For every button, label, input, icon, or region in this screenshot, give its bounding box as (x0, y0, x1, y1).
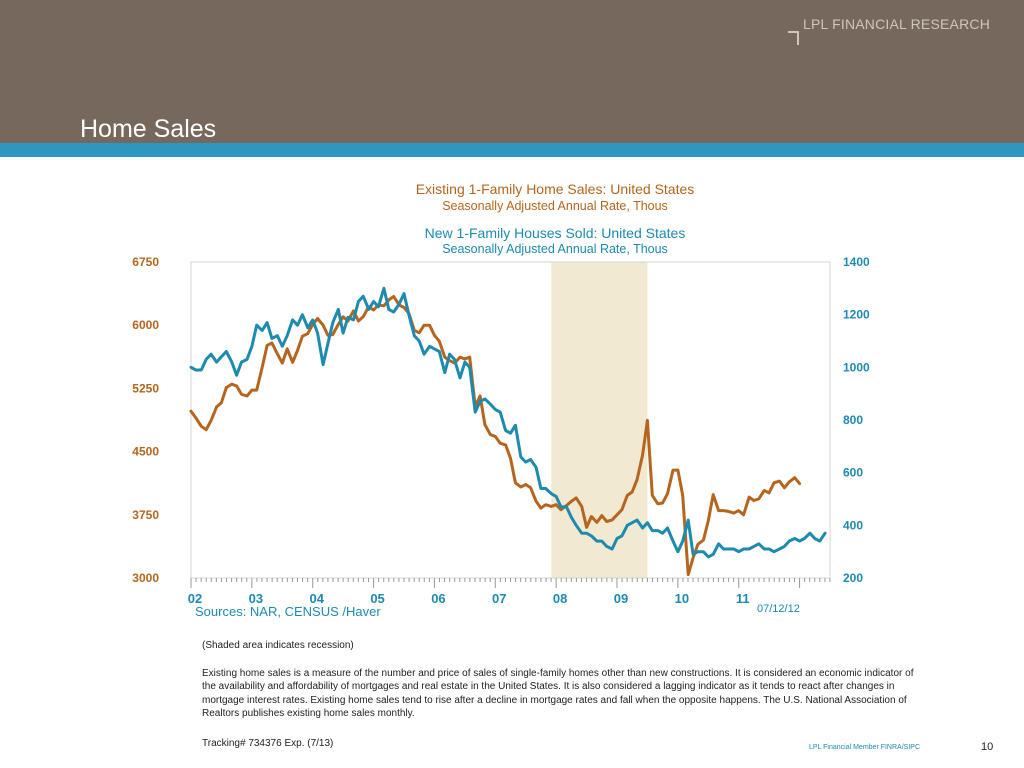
x-tick-label: 02 (188, 591, 202, 606)
recession-shading (551, 262, 648, 578)
chart-date: 07/12/12 (757, 603, 800, 615)
page-title: Home Sales (80, 115, 217, 143)
x-tick-label: 04 (309, 591, 324, 606)
plot-frame (190, 261, 831, 579)
chart-title-new: New 1-Family Houses Sold: United States (424, 225, 686, 241)
x-tick-label: 08 (553, 591, 567, 606)
x-tick-label: 06 (431, 591, 445, 606)
y-right-tick-label: 600 (843, 466, 863, 480)
tracking-number: Tracking# 734376 Exp. (7/13) (202, 738, 334, 749)
y-left-tick-label: 6000 (132, 318, 159, 332)
y-right-tick-label: 800 (843, 413, 863, 427)
description-text: Existing home sales is a measure of the … (202, 668, 914, 720)
y-right-tick-label: 1400 (843, 255, 870, 269)
y-left-tick-label: 4500 (132, 445, 159, 459)
header-band: LPL FINANCIAL RESEARCH Home Sales (0, 0, 1024, 143)
chart-subtitle-existing: Seasonally Adjusted Annual Rate, Thous (442, 199, 668, 213)
chart-sources: Sources: NAR, CENSUS /Haver (195, 604, 381, 619)
y-right-tick-label: 1000 (843, 360, 870, 374)
brand-bracket-icon (788, 31, 799, 45)
header-stripe (0, 143, 1024, 157)
series-line-new-houses (189, 286, 827, 559)
y-left-tick-label: 6750 (132, 255, 159, 269)
y-right-tick-label: 400 (843, 518, 863, 532)
chart-title-existing: Existing 1-Family Home Sales: United Sta… (415, 181, 695, 197)
x-tick-label: 05 (370, 591, 384, 606)
x-tick-label: 03 (249, 591, 263, 606)
x-tick-label: 07 (492, 591, 506, 606)
y-left-tick-label: 3750 (132, 508, 159, 522)
series-line-existing-sales (189, 295, 802, 577)
brand-name: LPL FINANCIAL RESEARCH (803, 16, 990, 32)
footer-disclosure: LPL Financial Member FINRA/SIPC (809, 744, 920, 751)
x-tick-label: 11 (736, 591, 750, 606)
recession-note: (Shaded area indicates recession) (202, 640, 354, 651)
y-left-tick-label: 5250 (132, 381, 159, 395)
x-tick-label: 10 (675, 591, 689, 606)
y-left-tick-label: 3000 (132, 571, 159, 585)
x-tick-label: 09 (614, 591, 628, 606)
page-number: 10 (981, 741, 994, 753)
y-right-tick-label: 1200 (843, 308, 870, 322)
y-right-tick-label: 200 (843, 571, 863, 585)
chart-subtitle-new: Seasonally Adjusted Annual Rate, Thous (442, 242, 668, 256)
